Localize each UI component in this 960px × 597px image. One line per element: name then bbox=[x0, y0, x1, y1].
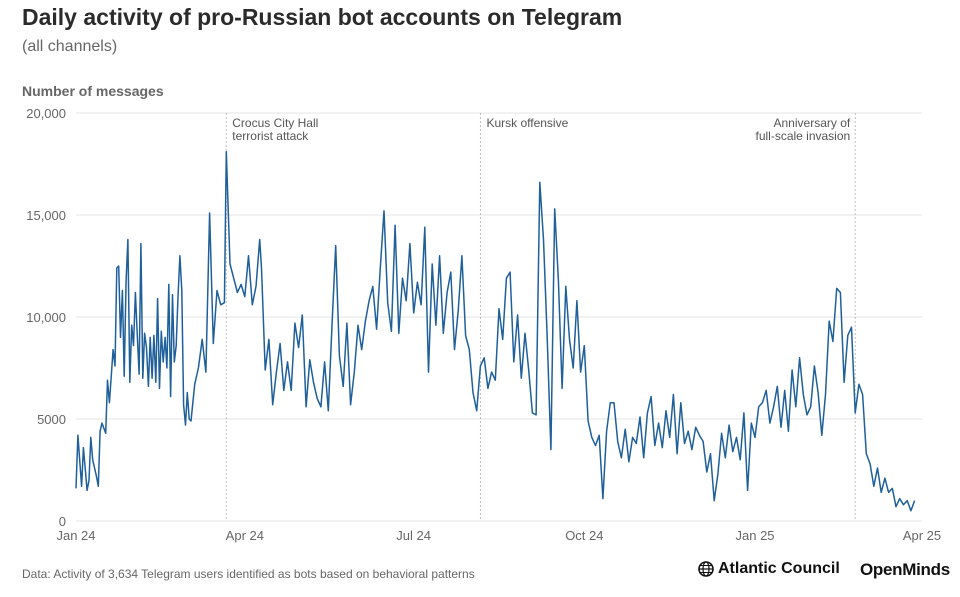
y-tick-label: 5000 bbox=[37, 412, 66, 427]
y-tick-label: 15,000 bbox=[26, 208, 66, 223]
y-tick-label: 10,000 bbox=[26, 310, 66, 325]
chart-subtitle: (all channels) bbox=[22, 38, 118, 55]
y-tick-label: 20,000 bbox=[26, 106, 66, 121]
x-tick-label: Apr 24 bbox=[226, 528, 264, 543]
atlantic-council-logo: Atlantic Council bbox=[698, 560, 840, 578]
openminds-logo: OpenMinds bbox=[860, 560, 950, 579]
annotation-label: Crocus City Hall bbox=[232, 116, 318, 130]
y-axis: 0 5000 10,000 15,000 20,000 bbox=[26, 106, 66, 529]
x-axis: Jan 24 Apr 24 Jul 24 Oct 24 Jan 25 Apr 25 bbox=[56, 528, 941, 543]
globe-icon bbox=[698, 561, 714, 577]
annotation-label: terrorist attack bbox=[232, 129, 309, 143]
source-note: Data: Activity of 3,634 Telegram users i… bbox=[22, 567, 475, 581]
x-tick-label: Jul 24 bbox=[396, 528, 431, 543]
y-axis-title: Number of messages bbox=[22, 83, 164, 99]
x-tick-label: Jan 25 bbox=[736, 528, 775, 543]
series-line bbox=[75, 151, 916, 512]
series-layer bbox=[75, 151, 916, 512]
annotation-label: Kursk offensive bbox=[486, 116, 568, 130]
y-tick-label: 0 bbox=[59, 514, 66, 529]
atlantic-council-wordmark: Atlantic Council bbox=[718, 560, 840, 577]
chart-title: Daily activity of pro-Russian bot accoun… bbox=[22, 4, 623, 30]
x-tick-label: Apr 25 bbox=[903, 528, 941, 543]
x-tick-label: Jan 24 bbox=[56, 528, 95, 543]
annotation-label: Anniversary of bbox=[774, 116, 851, 130]
x-tick-label: Oct 24 bbox=[565, 528, 603, 543]
annotation-label: full-scale invasion bbox=[755, 129, 850, 143]
